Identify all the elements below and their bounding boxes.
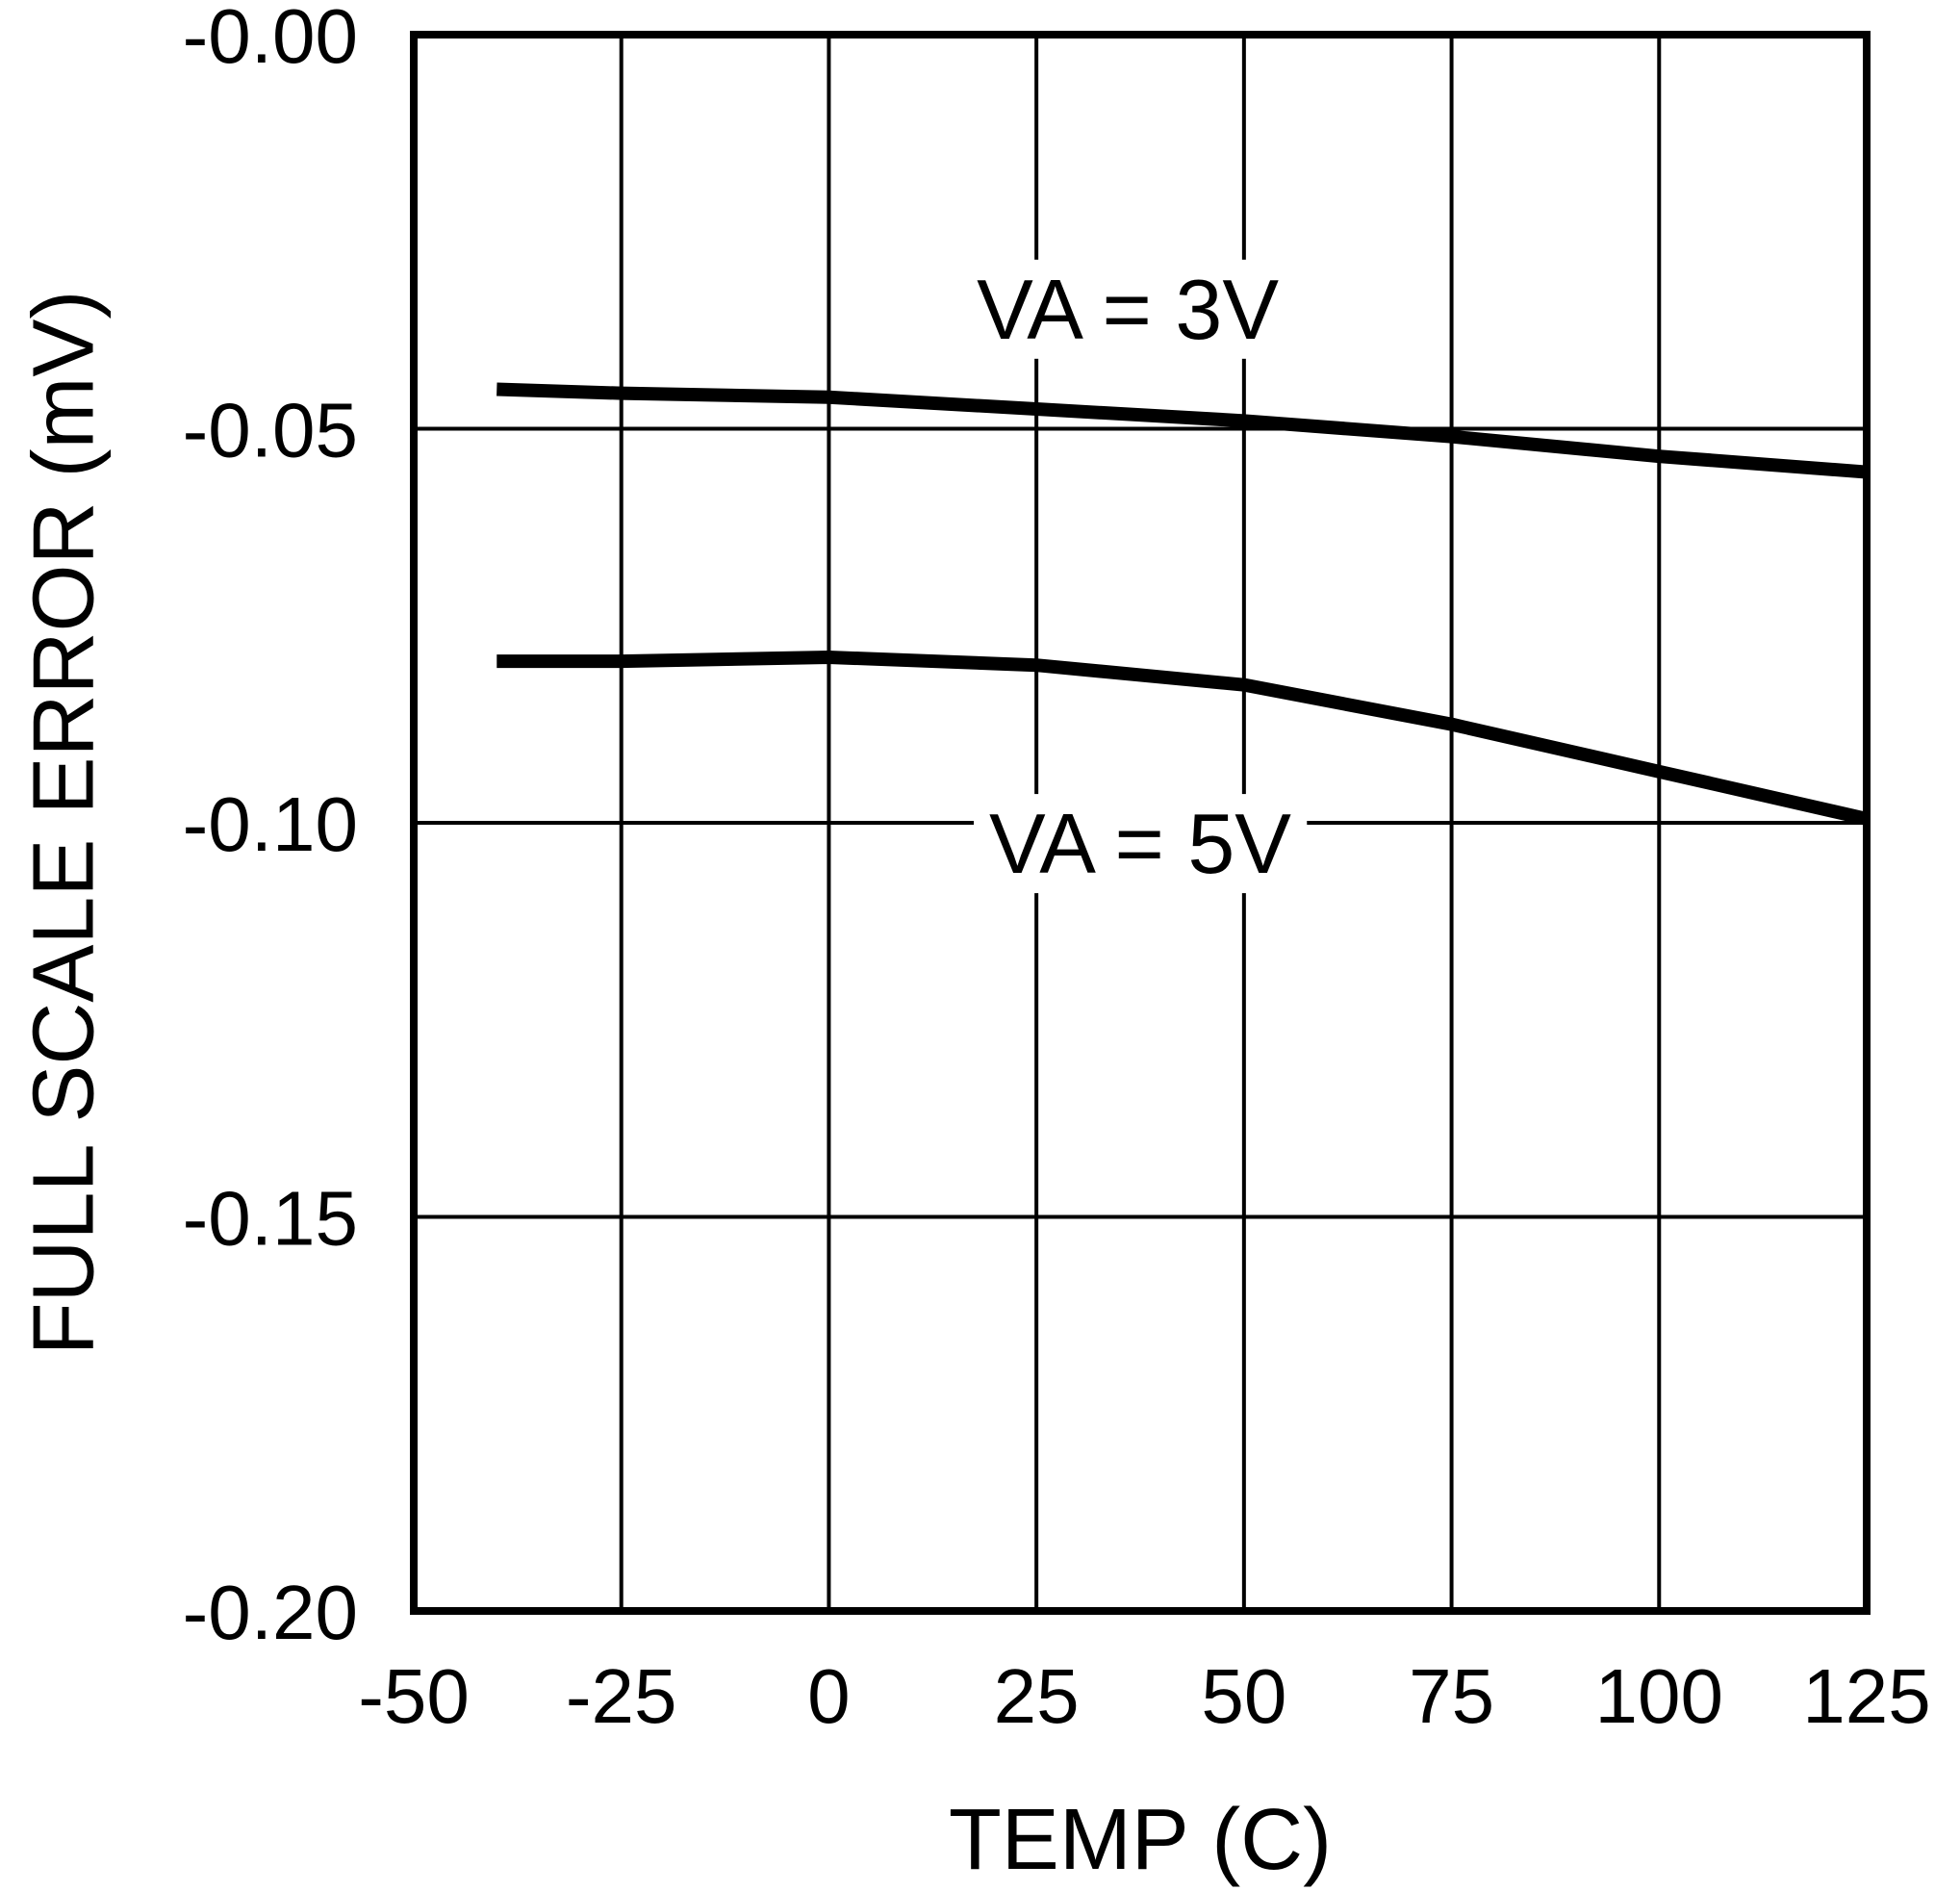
series-label-1: VA = 5V: [989, 796, 1291, 891]
y-tick-label: -0.00: [183, 0, 358, 79]
series-label-mask-1: [974, 794, 1308, 894]
x-tick-label: 75: [1409, 1653, 1494, 1739]
x-tick-label: 0: [807, 1653, 851, 1739]
series-label-mask-0: [961, 259, 1295, 359]
tick-labels: -0.00 -0.05 -0.10 -0.15 -0.20-50 -25 0 25 50 75 10…: [183, 0, 1931, 1739]
plot-frame: [410, 31, 1871, 1615]
x-tick-label: 125: [1802, 1653, 1930, 1739]
curves: [496, 382, 1869, 826]
x-tick-label: -50: [358, 1653, 470, 1739]
x-tick-label: -25: [566, 1653, 677, 1739]
x-axis-title: TEMP (C): [949, 1792, 1332, 1888]
x-tick-label: 50: [1201, 1653, 1286, 1739]
y-axis-title: FULL SCALE ERROR (mV): [16, 291, 113, 1356]
x-tick-label: 25: [994, 1653, 1080, 1739]
series-label-0: VA = 3V: [977, 262, 1279, 357]
curve-series-0: [496, 382, 1868, 479]
curve-series-1: [496, 651, 1869, 826]
y-tick-label: -0.15: [183, 1176, 358, 1262]
y-tick-label: -0.20: [183, 1570, 358, 1655]
y-tick-label: -0.05: [183, 388, 358, 473]
y-tick-label: -0.10: [183, 781, 358, 867]
series-label-masks: [961, 259, 1308, 894]
x-tick-label: 100: [1595, 1653, 1723, 1739]
